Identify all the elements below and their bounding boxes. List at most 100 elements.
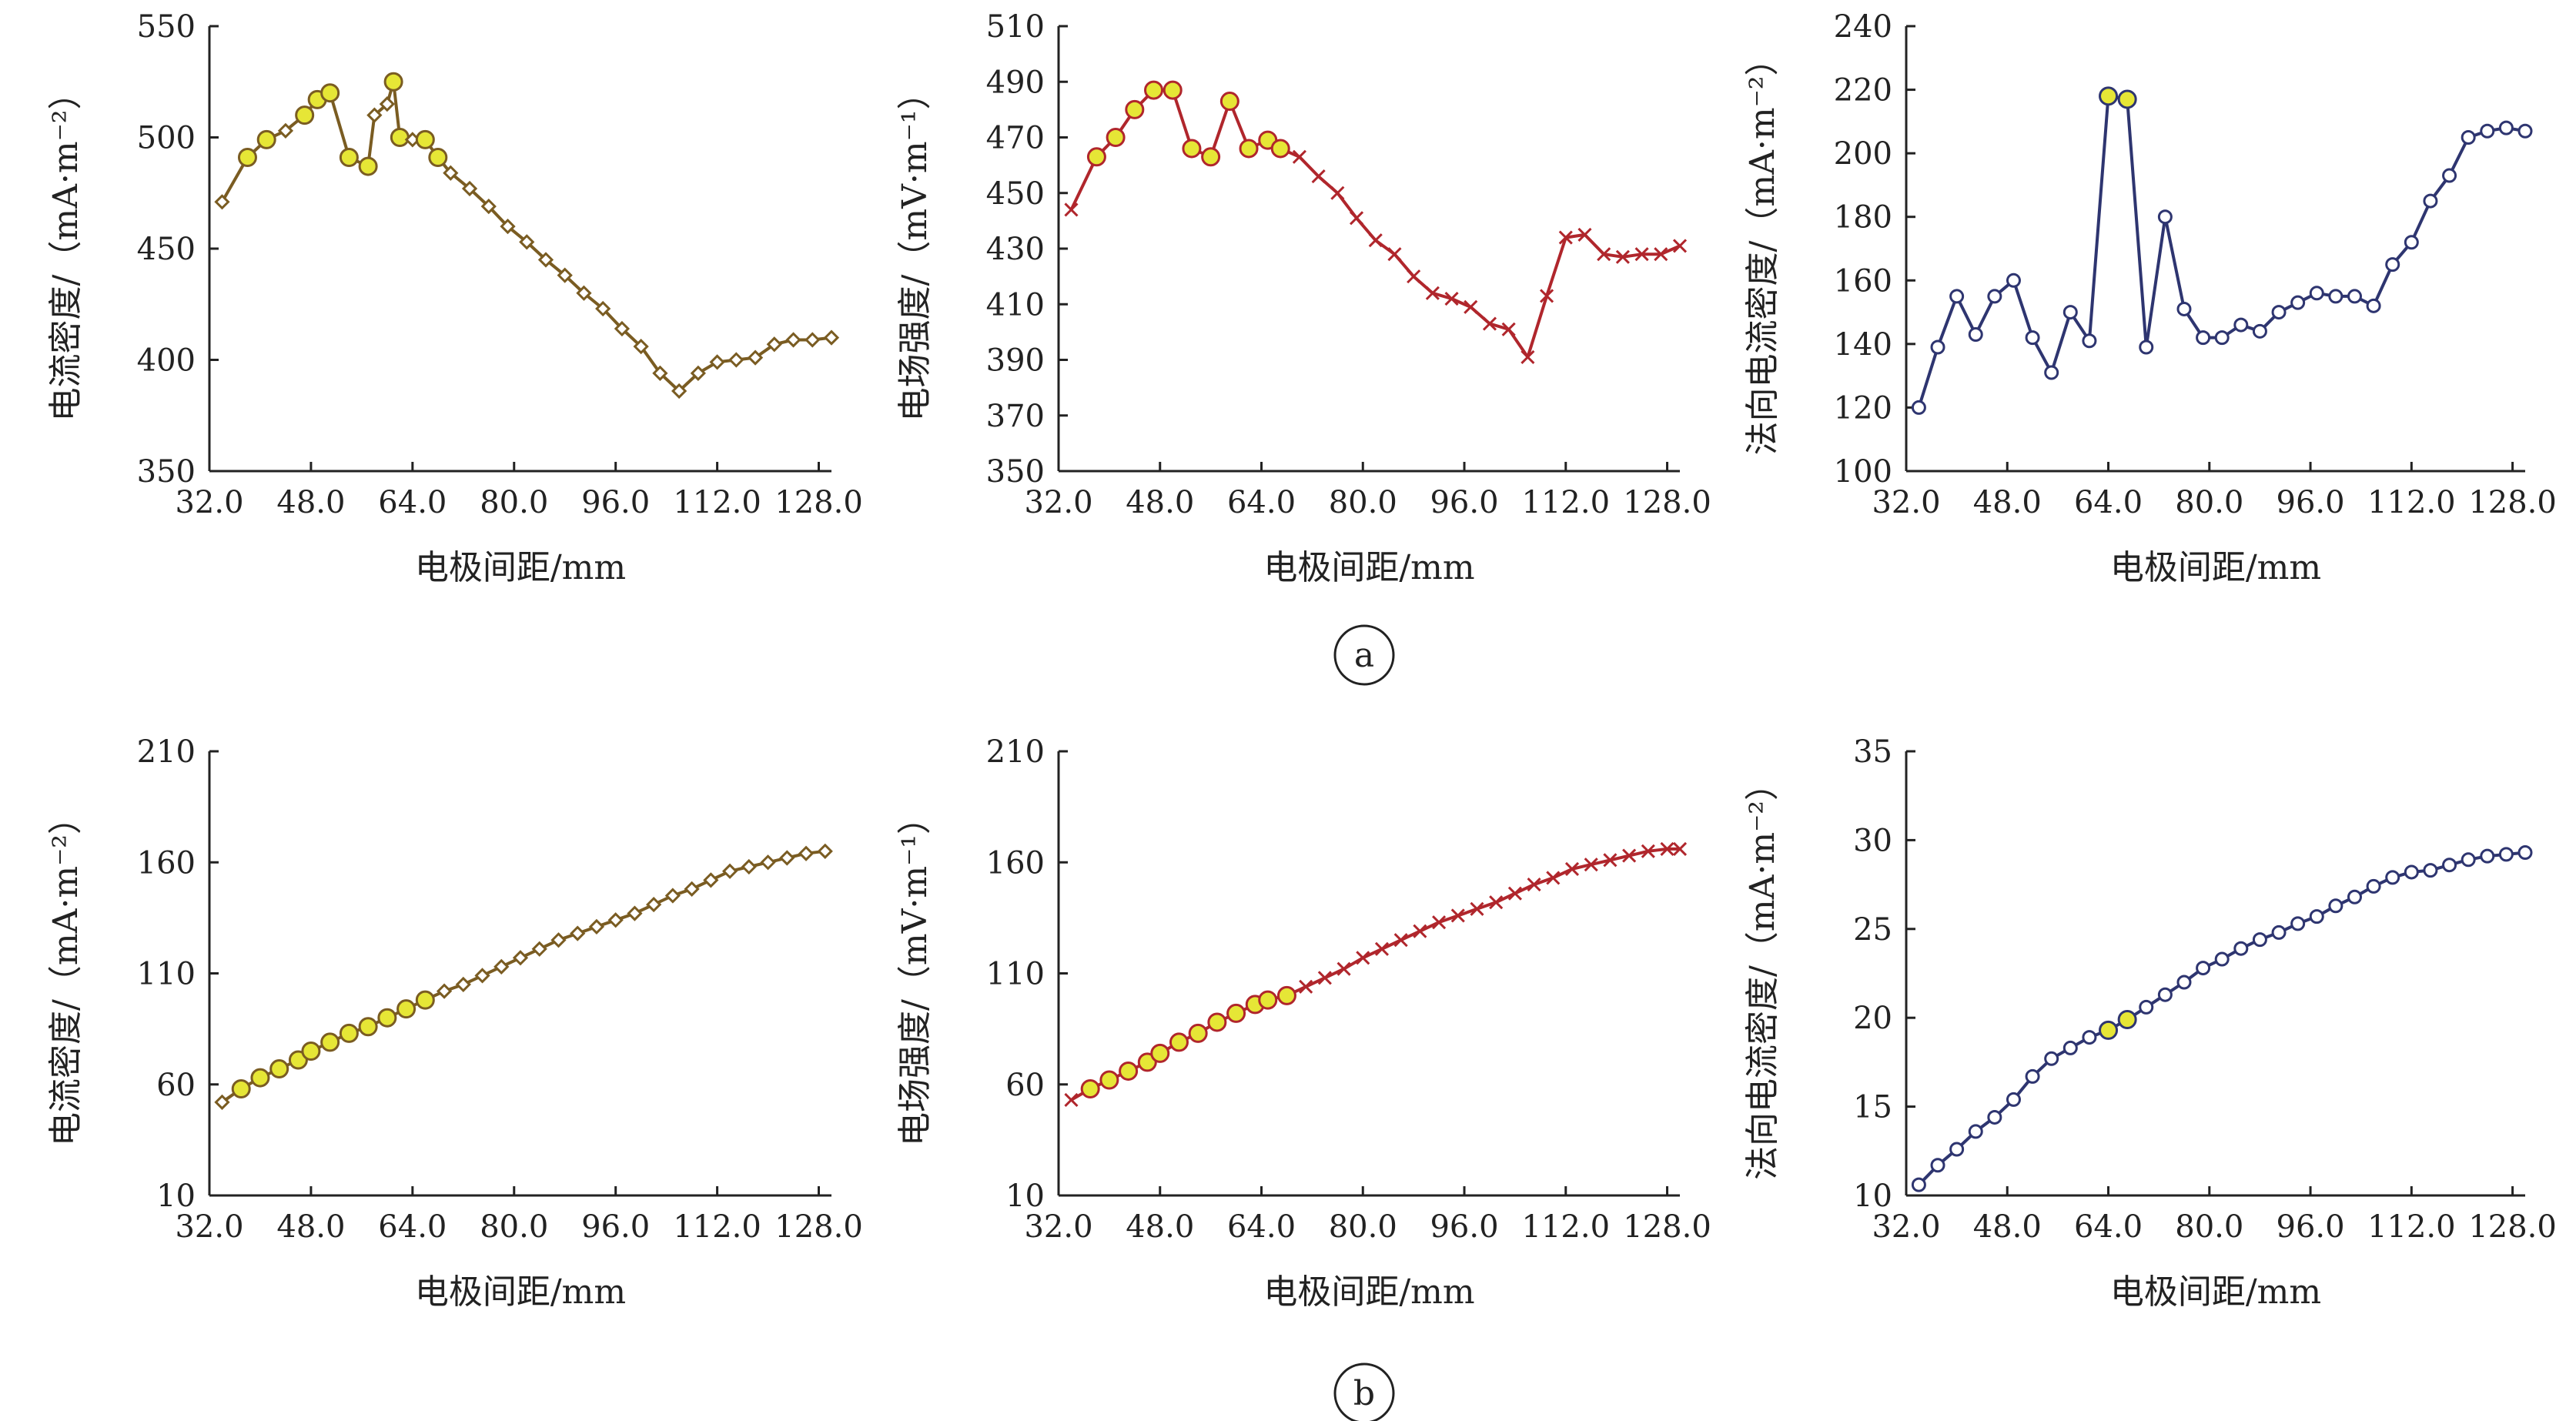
x-tick-label: 96.0 (2277, 485, 2345, 520)
data-point (2480, 848, 2495, 864)
data-point (1634, 247, 1649, 262)
highlight-point (339, 1023, 359, 1043)
highlight-point (358, 1017, 378, 1037)
highlight-point (1106, 128, 1126, 147)
data-point (1584, 858, 1598, 872)
data-point (1911, 1177, 1926, 1192)
highlight-point (2117, 89, 2137, 109)
y-tick-label: 15 (1853, 1090, 1892, 1125)
data-point (277, 122, 294, 139)
x-tick-label: 128.0 (2468, 485, 2557, 520)
x-tick-label: 128.0 (1623, 485, 1711, 520)
x-tick-label: 32.0 (1024, 485, 1092, 520)
data-point (2366, 298, 2381, 313)
chart-a2: 350 370 390 410 430 450 470 490 510 32.0 48.0 64.0 8… (895, 9, 1711, 587)
highlight-point (1226, 1003, 1246, 1023)
x-stroke (1064, 202, 1079, 217)
data-point (2517, 845, 2533, 861)
data-point (1292, 149, 1306, 164)
x-stroke (1425, 286, 1440, 300)
data-point (1387, 247, 1402, 262)
data-point (2309, 286, 2324, 301)
highlight-point (1270, 139, 1290, 159)
data-point (1064, 1092, 1079, 1108)
data-point (1615, 249, 1630, 264)
data-point (1968, 326, 1983, 342)
y-tick-label: 160 (986, 845, 1045, 881)
data-point (1374, 941, 1390, 956)
highlight-point (1150, 1043, 1170, 1063)
data-point (2176, 975, 2192, 990)
y-tick-label: 140 (1834, 327, 1892, 363)
x-tick-label: 80.0 (480, 1209, 548, 1245)
data-point (512, 950, 529, 966)
data-point (1558, 230, 1573, 245)
data-point (537, 252, 554, 268)
x-tick-label: 48.0 (276, 485, 345, 520)
x-tick-label: 48.0 (1126, 1209, 1194, 1245)
y-tick-label: 550 (137, 9, 196, 45)
x-tick-label: 112.0 (1522, 1209, 1611, 1245)
chart-b3: 10 15 20 25 30 35 32.0 48.0 64.0 80.0 96.0 112.0 128… (1743, 734, 2557, 1312)
data-point (2157, 209, 2173, 225)
data-point (576, 285, 592, 301)
data-point (2498, 120, 2514, 135)
data-point (436, 983, 453, 999)
y-tick-label: 450 (986, 176, 1045, 212)
x-tick-label: 112.0 (1522, 485, 1611, 520)
data-point (1464, 299, 1478, 314)
y-tick-label: 60 (1005, 1068, 1045, 1103)
y-axis-title: 电流密度/（mA·m⁻²） (46, 801, 85, 1146)
highlight-point (1125, 99, 1145, 119)
data-point (474, 968, 490, 984)
x-tick-label: 128.0 (774, 485, 863, 520)
chart-a3: 100 120 140 160 180 200 220 240 32.0 48.0 64.0 80.0… (1743, 9, 2557, 587)
x-stroke (1470, 901, 1484, 916)
data-point (1501, 322, 1516, 336)
data-point (1489, 895, 1504, 910)
highlight-point (1086, 147, 1106, 167)
data-point (1540, 289, 1554, 303)
highlight-point (269, 1059, 289, 1079)
data-point (2461, 130, 2476, 145)
data-point (2498, 847, 2514, 862)
data-point (2025, 330, 2040, 346)
highlight-point (377, 1008, 397, 1028)
data-point (2044, 1051, 2059, 1066)
data-point (214, 194, 230, 210)
x-tick-label: 64.0 (2074, 485, 2143, 520)
data-point (1672, 841, 1688, 857)
y-tick-label: 110 (986, 957, 1045, 992)
data-point (1622, 848, 1637, 863)
data-point (2404, 864, 2419, 880)
y-tick-label: 30 (1853, 823, 1892, 858)
series-line (221, 849, 826, 1104)
highlight-point (1182, 139, 1202, 159)
chart-a1: 350 400 450 500 550 32.0 48.0 64.0 80.0 96.0 112.0… (46, 9, 863, 587)
data-point (480, 198, 497, 215)
data-point (1603, 853, 1618, 868)
x-stroke (1311, 169, 1326, 184)
data-point (1311, 169, 1326, 184)
data-point (607, 912, 624, 928)
data-point (633, 339, 649, 355)
x-stroke (1432, 915, 1447, 930)
data-point (2139, 999, 2154, 1015)
data-point (1432, 915, 1447, 930)
x-stroke (1615, 249, 1630, 264)
x-tick-label: 112.0 (2367, 485, 2456, 520)
data-point (1413, 924, 1427, 938)
x-axis-title: 电极间距/mm (415, 548, 626, 587)
x-stroke (1660, 841, 1674, 857)
y-tick-label: 10 (1853, 1179, 1892, 1214)
data-point (531, 941, 547, 957)
chart-b1: 10 60 110 160 210 32.0 48.0 64.0 80.0 96.0 112.0 12… (46, 734, 863, 1312)
data-point (2385, 257, 2400, 272)
y-axis-title: 电流密度/（mA·m⁻²） (46, 76, 85, 422)
data-point (214, 1094, 230, 1110)
x-stroke (1564, 861, 1580, 876)
x-tick-label: 32.0 (1872, 1209, 1940, 1245)
highlight-point (1169, 1032, 1189, 1052)
data-point (2139, 339, 2154, 355)
data-point (588, 918, 605, 935)
